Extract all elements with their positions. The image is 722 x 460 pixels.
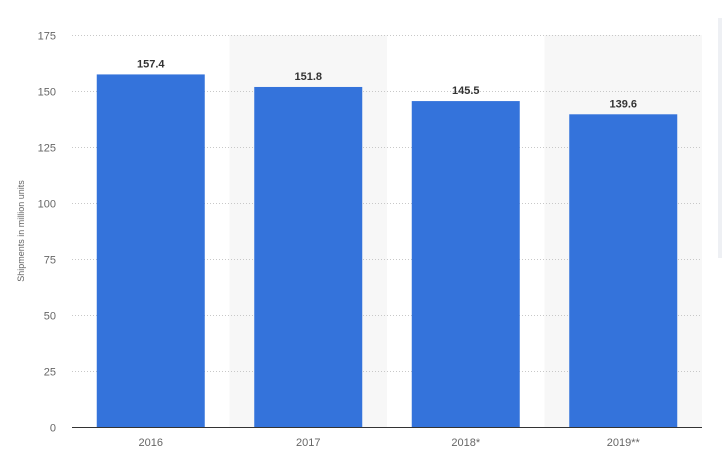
y-tick-label: 150: [38, 87, 56, 99]
data-label: 145.5: [452, 85, 480, 97]
y-tick-label: 75: [44, 255, 56, 267]
x-axis: 2016 2017 2018* 2019**: [139, 437, 641, 449]
x-tick-label: 2017: [296, 437, 320, 449]
x-tick-label: 2018*: [451, 437, 480, 449]
bar[interactable]: [411, 101, 520, 427]
y-tick-label: 125: [38, 143, 56, 155]
bar[interactable]: [96, 74, 205, 427]
page-edge-strip: [718, 18, 722, 258]
y-tick-label: 50: [44, 311, 56, 323]
data-label: 151.8: [294, 71, 322, 83]
y-tick-label: 175: [38, 31, 56, 43]
data-label: 157.4: [137, 58, 165, 70]
bar[interactable]: [569, 114, 678, 428]
data-label: 139.6: [609, 98, 637, 110]
bars: [96, 74, 678, 428]
y-axis-title: Shipments in million units: [16, 180, 26, 282]
x-tick-label: 2019**: [607, 437, 641, 449]
x-tick-label: 2016: [139, 437, 163, 449]
bar[interactable]: [254, 86, 363, 427]
y-axis: 0 25 50 75 100 125 150 175: [38, 31, 56, 435]
data-labels: 157.4 151.8 145.5 139.6: [137, 58, 637, 110]
y-tick-label: 25: [44, 367, 56, 379]
y-tick-label: 100: [38, 199, 56, 211]
y-tick-label: 0: [50, 423, 56, 435]
